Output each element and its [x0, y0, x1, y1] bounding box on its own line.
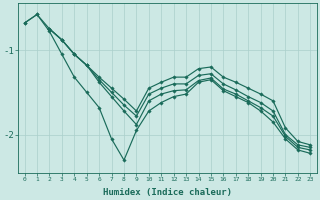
X-axis label: Humidex (Indice chaleur): Humidex (Indice chaleur) — [103, 188, 232, 197]
